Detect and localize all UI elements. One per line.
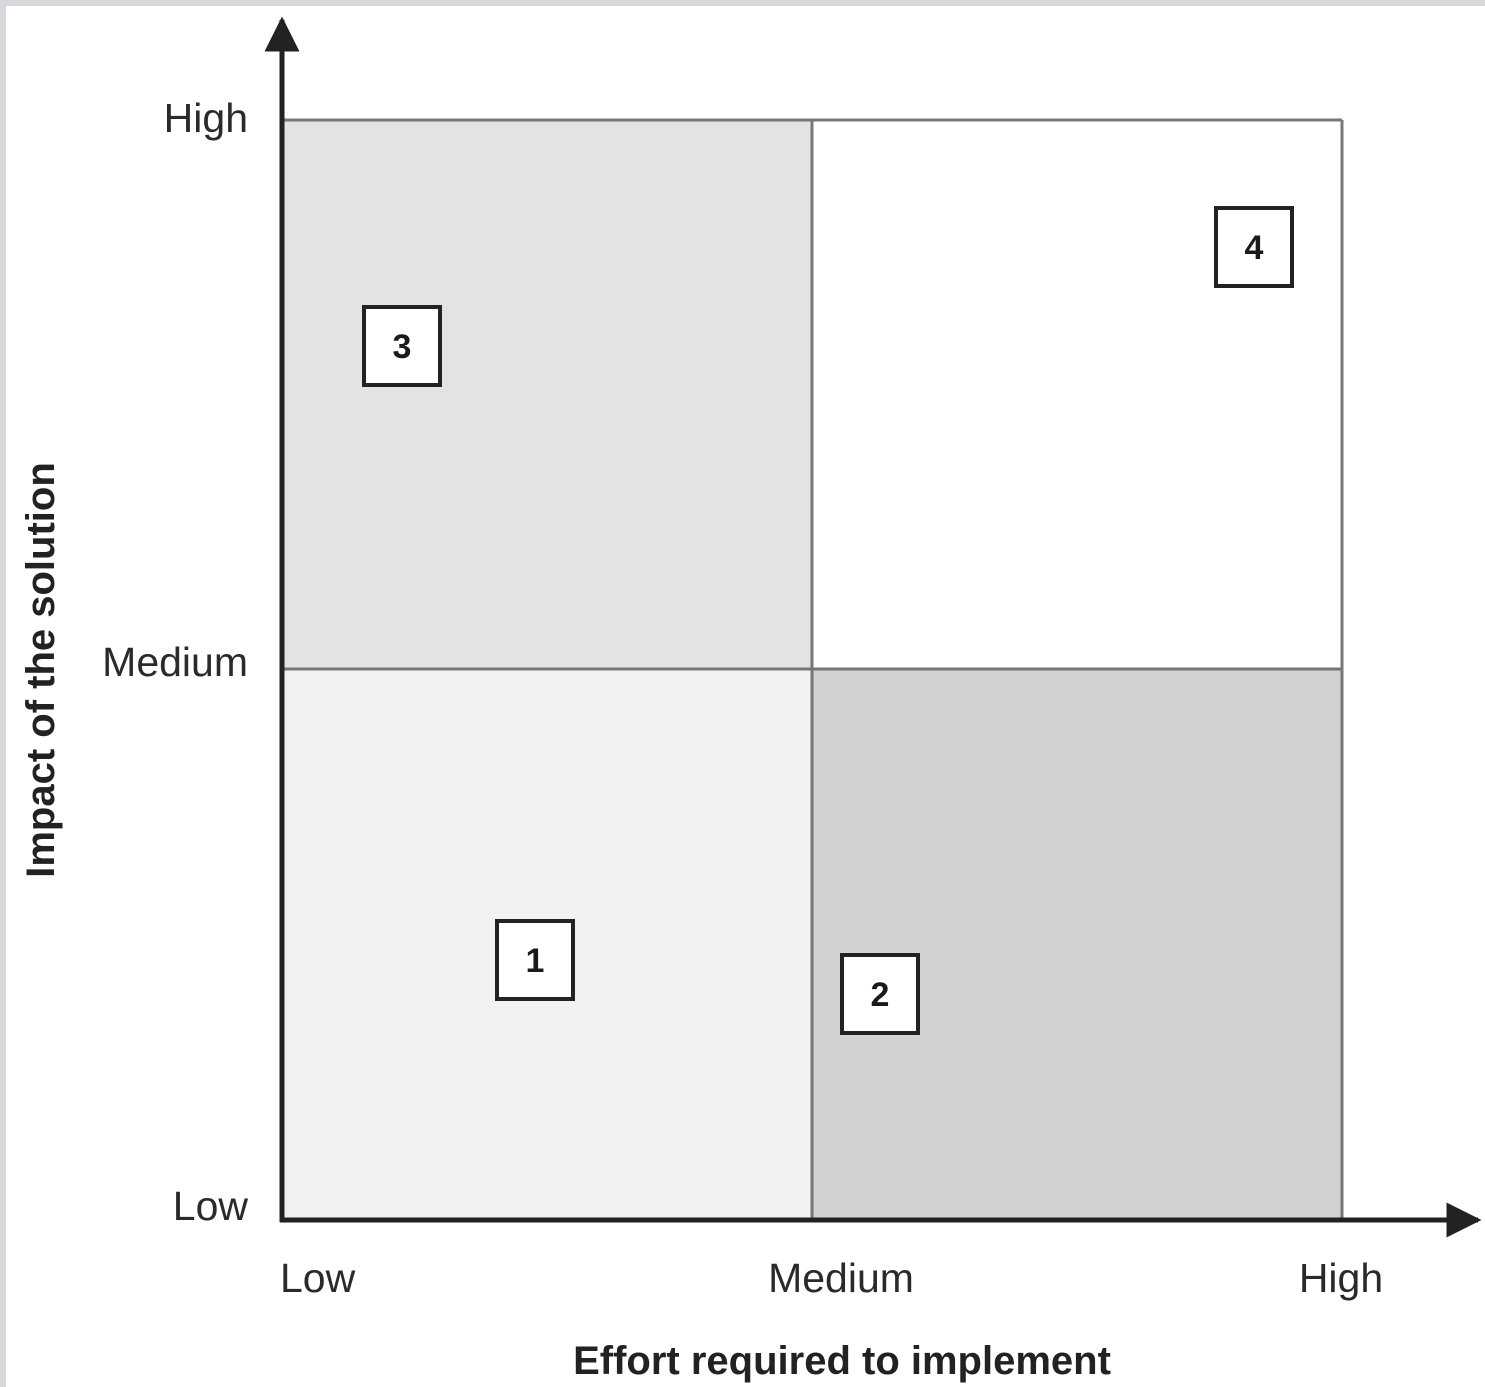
marker-3-label: 3 [393, 328, 412, 366]
marker-2: 2 [840, 953, 920, 1035]
grid-lines [282, 118, 1344, 1220]
marker-2-label: 2 [871, 976, 890, 1014]
x-axis-title: Effort required to implement [573, 1339, 1111, 1383]
quadrant-low-effort-high-impact [282, 120, 812, 669]
marker-4-label: 4 [1245, 229, 1264, 267]
y-tick-high: High [164, 95, 248, 141]
marker-1: 1 [495, 919, 575, 1001]
y-tick-low: Low [173, 1183, 249, 1229]
x-tick-low: Low [280, 1255, 356, 1301]
y-tick-medium: Medium [102, 639, 248, 685]
x-tick-medium: Medium [768, 1255, 914, 1301]
quadrant-high-effort-low-impact [812, 669, 1342, 1220]
marker-3: 3 [362, 305, 442, 387]
marker-1-label: 1 [526, 942, 545, 980]
y-axis-title: Impact of the solution [19, 462, 63, 878]
x-tick-high: High [1299, 1255, 1383, 1301]
marker-4: 4 [1214, 206, 1294, 288]
quadrant-high-effort-high-impact [812, 120, 1342, 669]
